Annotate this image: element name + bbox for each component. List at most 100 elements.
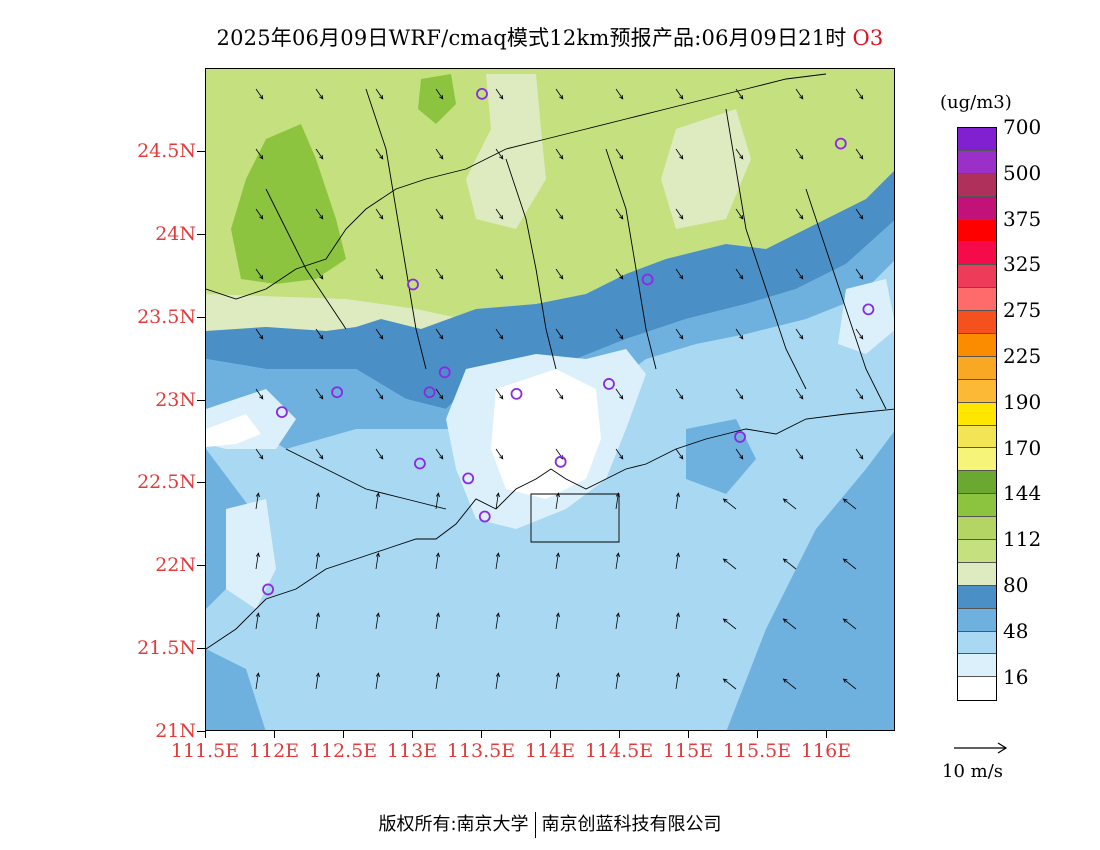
lon-tick [412,731,413,738]
wind-arrow-head [675,612,680,618]
wind-arrow [315,553,319,570]
lat-tick [197,648,205,650]
colorbar-swatch [958,334,996,357]
lon-tick [826,731,827,738]
wind-arrow-head [739,394,744,400]
colorbar-swatch [958,356,996,380]
wind-arrow [855,328,864,340]
wind-arrow [795,148,804,160]
wind-arrow [375,268,384,280]
wind-arrow [315,328,324,340]
county-line-1 [265,188,347,330]
wind-arrow [675,448,684,460]
wind-arrow-head [259,334,264,340]
field-0-16 [491,369,601,499]
wind-arrow-head [679,214,684,220]
wind-arrow [255,388,264,400]
wind-arrow [375,553,379,570]
wind-arrow-head [319,394,324,400]
wind-arrow-head [315,552,320,558]
wind-arrow-head [619,94,624,100]
wind-arrow-head [679,154,684,160]
wind-arrow-head [799,274,804,280]
reference-vector-label: 10 m/s [942,761,1003,782]
county-line-5 [725,108,807,390]
wind-arrow-head [739,214,744,220]
wind-arrow [315,148,324,160]
wind-arrow [255,493,259,510]
field-48-64 [206,171,894,409]
lon-tick-label: 115.5E [722,740,792,762]
lon-tick [274,731,275,738]
wind-arrow [615,148,624,160]
station-marker [438,366,451,379]
wind-arrow-head [499,394,504,400]
station-marker [331,386,344,399]
station-marker [262,583,274,596]
wind-arrow [795,88,804,100]
wind-arrow [255,268,264,280]
colorbar-label: 16 [1003,664,1029,689]
colorbar-swatch [958,196,996,220]
wind-arrow-head [495,612,500,618]
station-marker [554,455,567,468]
wind-arrow [675,148,684,160]
wind-arrow-head [499,454,504,460]
wind-arrow [435,448,444,460]
lon-tick-label: 115E [662,740,714,762]
footer-left: 版权所有:南京大学 [378,814,529,835]
wind-arrow [723,498,737,510]
wind-arrow-head [615,672,620,678]
wind-arrow-head [319,154,324,160]
wind-arrow-head [739,454,744,460]
station-marker [462,472,475,485]
station-marker [603,378,615,390]
colorbar-swatch [958,311,996,335]
wind-arrow-head [799,214,804,220]
wind-arrow [315,448,324,460]
colorbar-swatch [958,517,996,541]
station-marker [862,303,875,316]
wind-arrow-head [439,154,444,160]
wind-arrow [735,268,744,280]
wind-arrow-head [555,492,560,498]
colorbar-label: 325 [1003,252,1042,277]
wind-arrow [795,328,804,340]
station-marker [478,510,491,523]
wind-arrow-head [499,334,504,340]
wind-arrow [555,208,564,220]
colorbar-swatch [958,265,996,289]
wind-arrow-head [439,94,444,100]
wind-arrow-head [379,214,384,220]
wind-arrow [855,268,864,280]
wind-arrow [675,553,679,570]
reference-vector-arrow [954,742,1008,754]
wind-arrow [855,148,864,160]
lon-tick-label: 111.5E [170,740,240,762]
wind-arrow-head [315,672,320,678]
colorbar-unit: (ug/m3) [940,92,1012,113]
wind-arrow [315,613,319,630]
wind-arrow-head [679,394,684,400]
wind-arrow [615,328,624,340]
wind-arrow-head [319,214,324,220]
wind-arrow-head [375,672,380,678]
colorbar-label: 170 [1003,435,1042,460]
wind-arrow [435,553,439,570]
wind-arrow [795,208,804,220]
wind-arrow [615,613,619,630]
wind-arrow [435,328,444,340]
wind-arrow [783,678,797,690]
wind-arrow-head [435,672,440,678]
wind-arrow-head [435,492,440,498]
wind-arrow [723,678,737,690]
wind-arrow-head [859,334,864,340]
wind-arrow [615,673,619,690]
wind-arrow-head [799,94,804,100]
footer-credits: 版权所有:南京大学 南京创蓝科技有限公司 [0,810,1100,838]
field-32-48-islet [686,419,756,494]
wind-arrow-head [859,454,864,460]
wind-arrow-head [379,454,384,460]
wind-vectors [255,88,864,690]
wind-arrow-head [379,94,384,100]
